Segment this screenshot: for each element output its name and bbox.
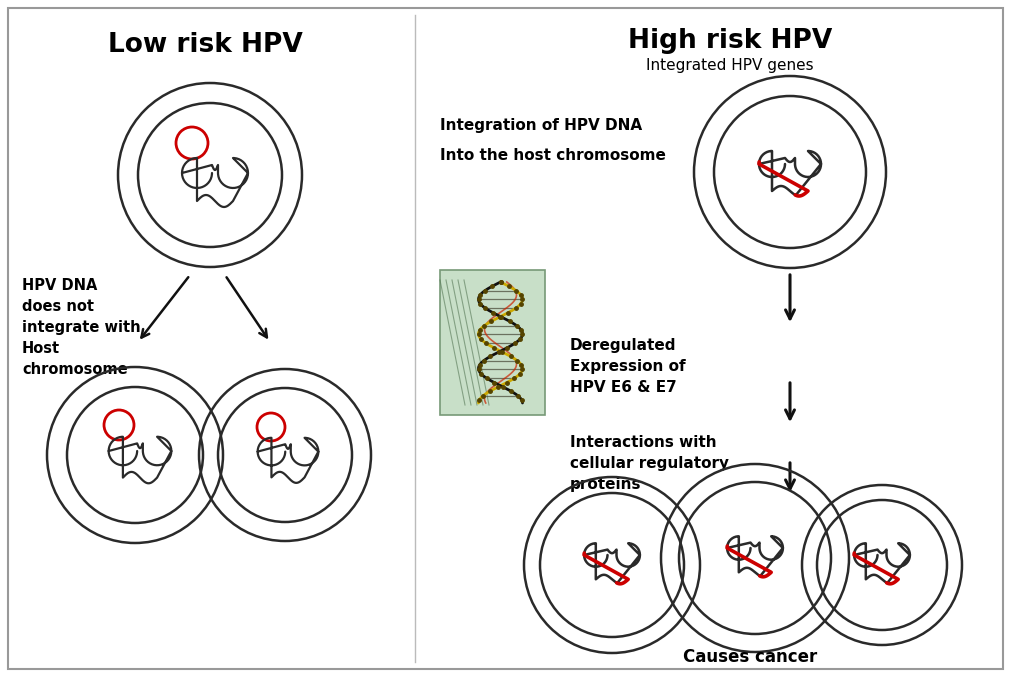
Bar: [440, 270, 545, 415]
Text: Interactions with
cellular regulatory
proteins: Interactions with cellular regulatory pr…: [570, 435, 729, 492]
Text: High risk HPV: High risk HPV: [628, 28, 832, 54]
Text: Integrated HPV genes: Integrated HPV genes: [646, 58, 814, 73]
Text: Integration of HPV DNA: Integration of HPV DNA: [440, 118, 642, 133]
Text: Causes cancer: Causes cancer: [682, 648, 817, 666]
Text: HPV DNA
does not
integrate with
Host
chromosome: HPV DNA does not integrate with Host chr…: [22, 278, 141, 377]
Text: Deregulated
Expression of
HPV E6 & E7: Deregulated Expression of HPV E6 & E7: [570, 338, 685, 395]
Text: Low risk HPV: Low risk HPV: [107, 32, 302, 58]
Text: Into the host chromosome: Into the host chromosome: [440, 148, 666, 163]
